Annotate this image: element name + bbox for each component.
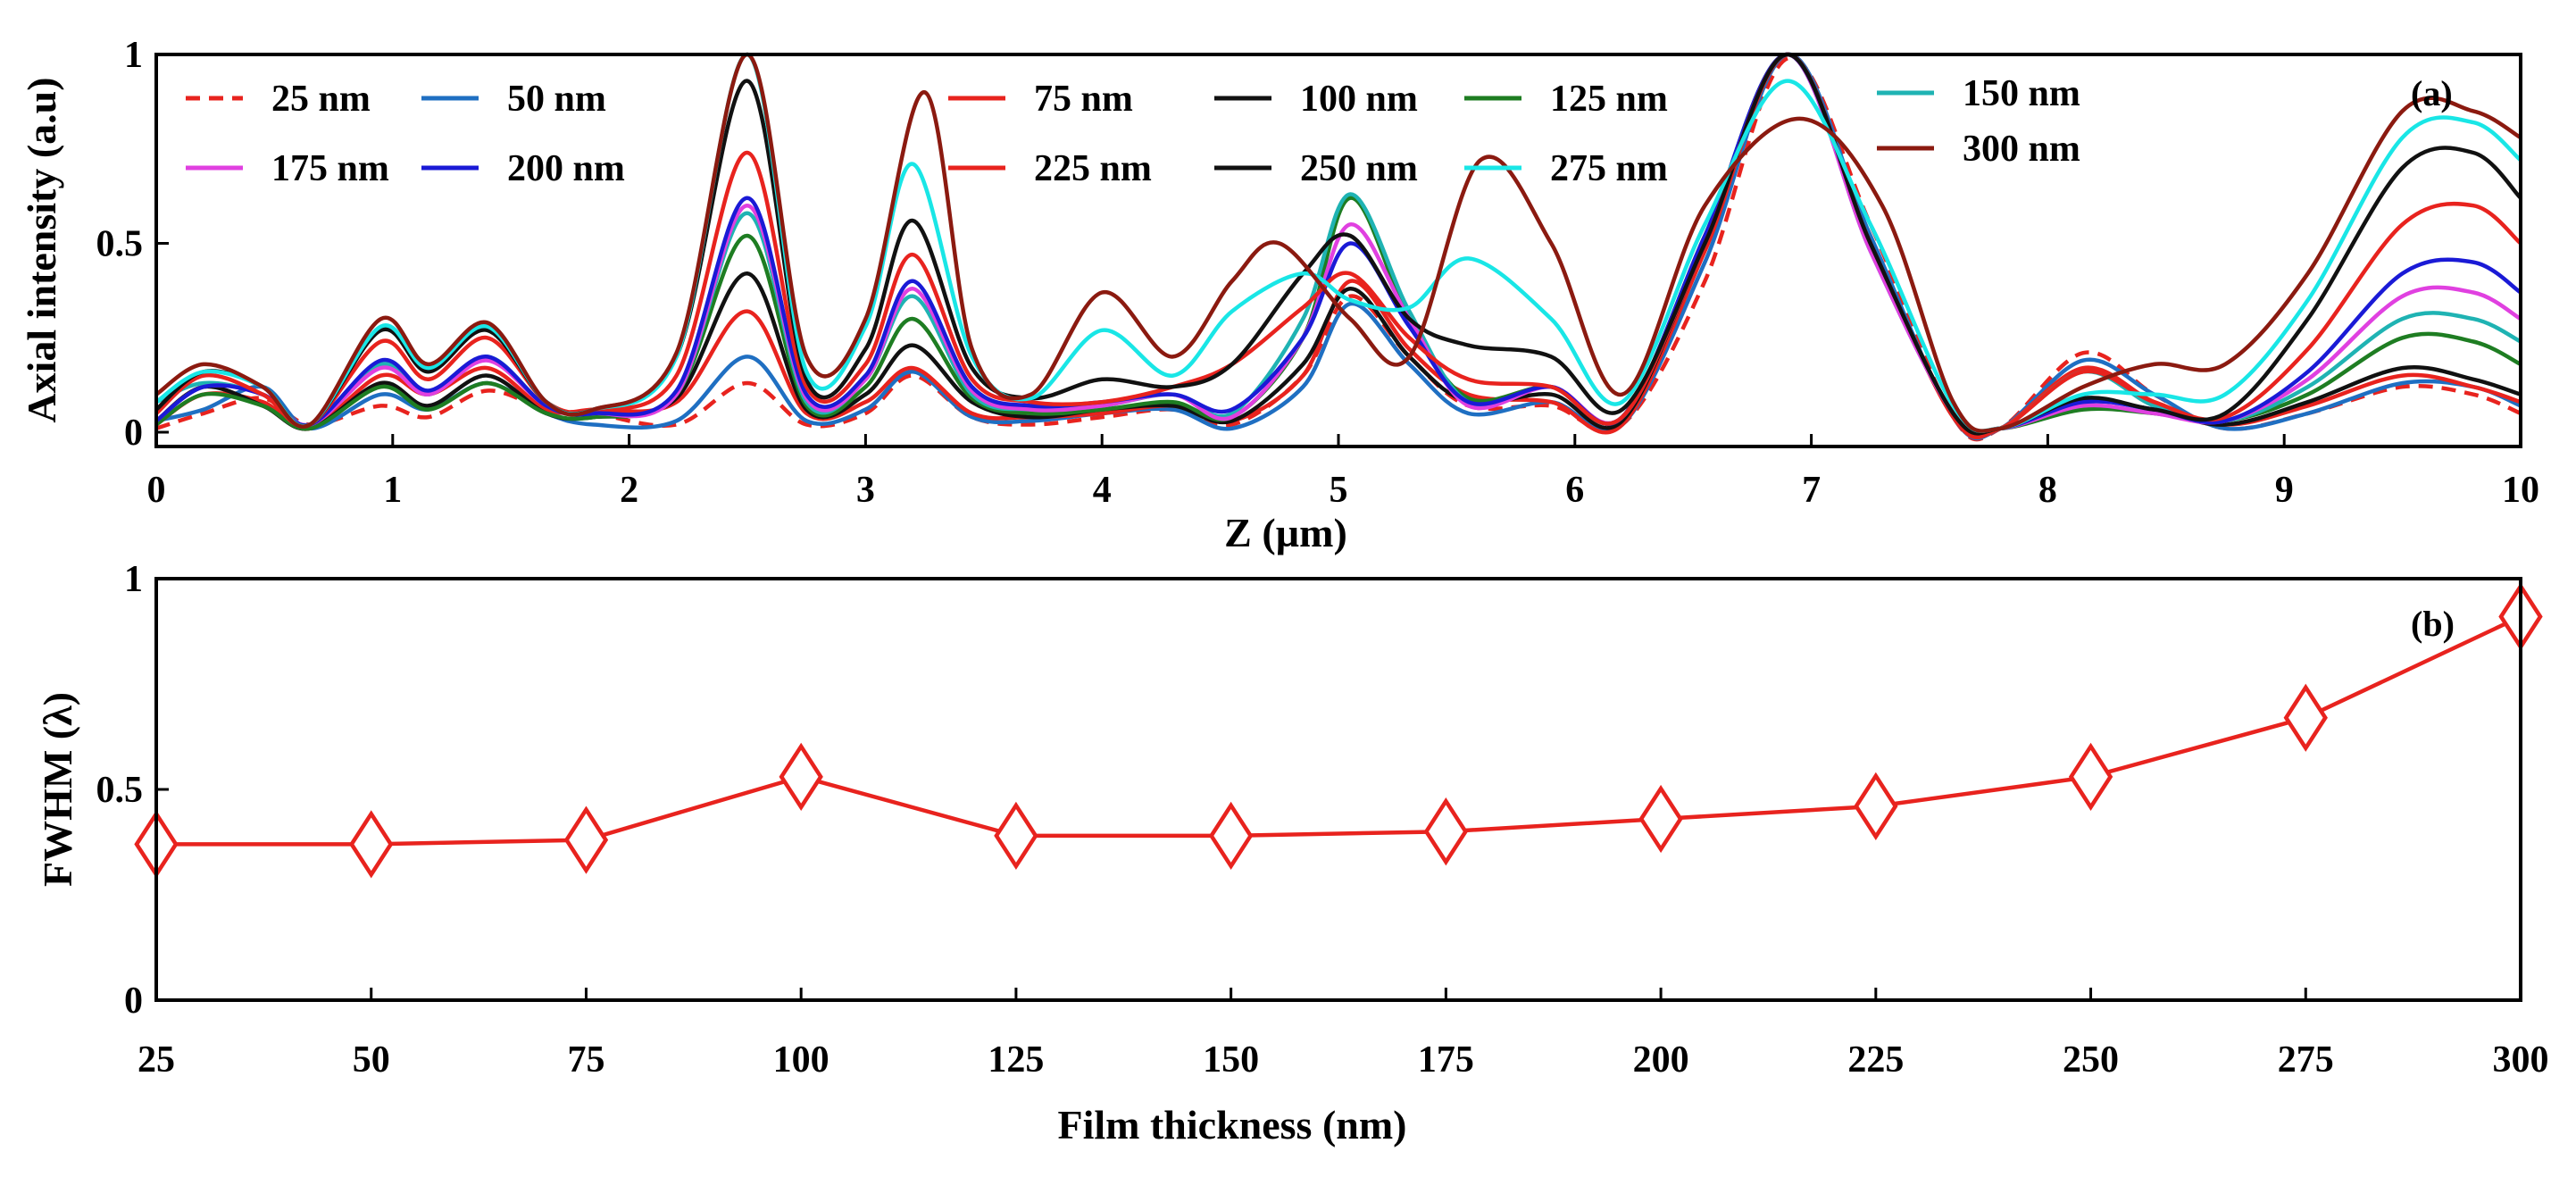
panel-b-x-tick-label: 150 — [1203, 1039, 1259, 1081]
panel-a-x-tick-label: 3 — [856, 470, 875, 511]
fwhm-point-50-nm — [349, 810, 394, 879]
fwhm-point-75-nm — [563, 805, 609, 874]
panel-a-y-tick-label: 0 — [124, 413, 143, 454]
legend-label-125-nm: 125 nm — [1550, 79, 1668, 120]
panel-a-x-tick-label: 10 — [2502, 470, 2539, 511]
panel-b-x-tick-label: 250 — [2063, 1039, 2119, 1081]
panel-a-x-tick-label: 0 — [147, 470, 166, 511]
panel-b-x-tick-label: 75 — [567, 1039, 604, 1081]
legend-label-300-nm: 300 nm — [1963, 129, 2080, 170]
panel-a-x-ticks: 0 1 2 3 4 5 6 7 8 9 10 — [147, 434, 2539, 511]
fwhm-point-250-nm — [2068, 742, 2113, 811]
fwhm-point-200-nm — [1638, 784, 1683, 854]
panel-b-x-axis-label: Film thickness (nm) — [1058, 1102, 1407, 1147]
fwhm-point-150-nm — [1208, 801, 1254, 871]
panel-b-label: (b) — [2411, 604, 2455, 644]
panel-a-y-tick-label: 0.5 — [96, 224, 144, 265]
panel-a-x-tick-label: 6 — [1565, 470, 1584, 511]
panel-b-y-tick-label: 1 — [124, 559, 143, 600]
legend-label-25-nm: 25 nm — [271, 79, 371, 120]
panel-b-fwhm-chart: 25 50 75 100 125 150 175 200 225 250 275 300 00.51 … — [35, 559, 2549, 1147]
panel-a-x-tick-label: 7 — [1802, 470, 1821, 511]
fwhm-point-175-nm — [1423, 797, 1469, 866]
panel-b-x-tick-label: 175 — [1418, 1039, 1474, 1081]
fwhm-point-125-nm — [994, 801, 1038, 871]
panel-b-x-tick-label: 125 — [988, 1039, 1044, 1081]
curve-300-nm — [154, 52, 2522, 433]
panel-b-axes-frame — [154, 577, 2522, 1002]
panel-b-y-tick-label: 0.5 — [96, 770, 144, 811]
curve-200-nm — [154, 52, 2522, 436]
panel-b-x-tick-label: 300 — [2493, 1039, 2549, 1081]
legend-label-175-nm: 175 nm — [271, 148, 389, 189]
legend-label-50-nm: 50 nm — [507, 79, 606, 120]
panel-b-x-tick-label: 100 — [773, 1039, 829, 1081]
panel-a-x-tick-label: 8 — [2038, 470, 2057, 511]
panel-b-x-tick-label: 225 — [1847, 1039, 1904, 1081]
legend-label-275-nm: 275 nm — [1550, 148, 1668, 189]
panel-a-x-tick-label: 9 — [2275, 470, 2294, 511]
panel-b-x-tick-label: 200 — [1633, 1039, 1689, 1081]
panel-a-axial-intensity-chart: 0 1 2 3 4 5 6 7 8 9 10 00.51 25 nm 50 nm 75 nm 100 nm… — [19, 35, 2539, 555]
panel-a-y-tick-label: 1 — [124, 35, 143, 76]
panel-b-x-ticks: 25 50 75 100 125 150 175 200 225 250 275 300 — [138, 988, 2549, 1081]
legend-label-150-nm: 150 nm — [1963, 73, 2080, 114]
fwhm-line — [156, 614, 2522, 847]
panel-a-legend: 25 nm 50 nm 75 nm 100 nm 125 nm 150 nm 175 nm 2… — [186, 73, 2080, 189]
panel-a-y-ticks: 00.51 — [96, 35, 169, 454]
fwhm-point-275-nm — [2283, 683, 2328, 752]
panel-a-y-axis-label: Axial intensity (a.u) — [19, 77, 64, 422]
panel-a-x-axis-label: Z (µm) — [1224, 510, 1347, 555]
panel-b-x-tick-label: 275 — [2278, 1039, 2334, 1081]
legend-label-250-nm: 250 nm — [1300, 148, 1418, 189]
panel-a-x-tick-label: 2 — [620, 470, 638, 511]
panel-b-x-tick-label: 50 — [353, 1039, 390, 1081]
legend-label-225-nm: 225 nm — [1034, 148, 1152, 189]
panel-a-curves — [154, 52, 2522, 442]
fwhm-point-100-nm — [779, 742, 823, 811]
panel-b-series — [134, 582, 2543, 879]
panel-b-y-tick-label: 0 — [124, 981, 143, 1022]
legend-label-100-nm: 100 nm — [1300, 79, 1418, 120]
legend-label-200-nm: 200 nm — [507, 148, 625, 189]
panel-a-x-tick-label: 1 — [383, 470, 402, 511]
panel-b-y-ticks: 00.51 — [96, 559, 169, 1022]
legend-label-75-nm: 75 nm — [1034, 79, 1133, 120]
curve-75-nm — [154, 52, 2522, 440]
fwhm-point-225-nm — [1854, 772, 1898, 841]
panel-b-x-tick-label: 25 — [138, 1039, 175, 1081]
panel-a-x-tick-label: 4 — [1093, 470, 1112, 511]
panel-a-x-tick-label: 5 — [1330, 470, 1348, 511]
panel-a-label: (a) — [2411, 73, 2453, 113]
panel-b-y-axis-label: FWHM (λ) — [35, 692, 80, 887]
